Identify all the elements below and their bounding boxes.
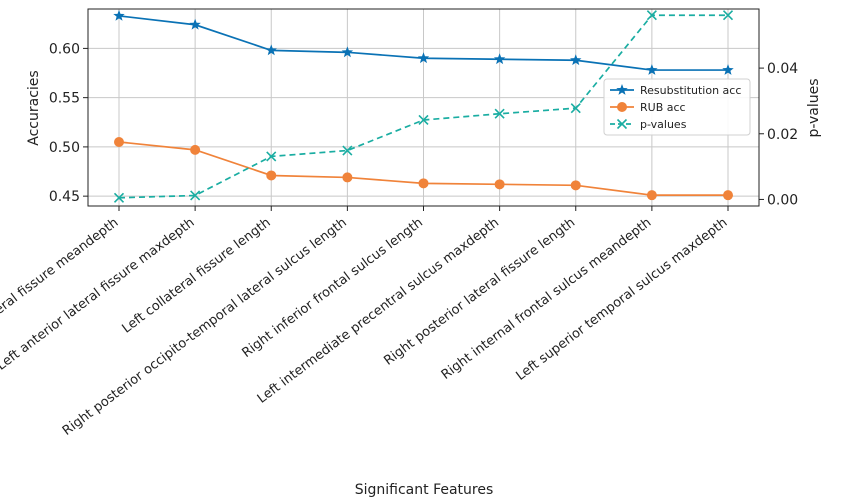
data-point: [190, 144, 201, 155]
y-axis-ticks: 0.45 0.50 0.55 0.60: [49, 41, 88, 205]
series-2: [113, 10, 734, 203]
data-point: [342, 145, 353, 156]
legend-marker: [617, 102, 627, 112]
y-tick-label: 0.55: [49, 91, 80, 107]
data-point: [417, 52, 430, 64]
legend-label: RUB acc: [640, 101, 686, 114]
data-point: [646, 10, 657, 21]
x-tick-label: Left collateral fissure length: [120, 215, 274, 336]
data-point: [418, 178, 429, 189]
data-point: [114, 136, 124, 147]
series-1: [114, 136, 733, 201]
data-point: [646, 190, 657, 201]
data-point: [494, 179, 505, 190]
data-point: [265, 44, 277, 56]
x-axis-ticks: Left anterior lateral fissure meandepthL…: [0, 206, 730, 439]
data-point: [113, 192, 125, 203]
legend: Resubstitution acc RUB acc p-values: [603, 78, 751, 136]
y2-axis-label: p-values: [806, 78, 822, 137]
x-tick-label: Right posterior occipito-temporal latera…: [60, 215, 350, 439]
series-0: [113, 9, 734, 75]
y2-tick-label: 0.04: [767, 61, 798, 77]
data-point: [723, 190, 733, 201]
y2-tick-label: 0.00: [767, 192, 798, 208]
data-point: [494, 108, 505, 119]
data-point: [266, 151, 277, 162]
legend-marker: [616, 84, 628, 95]
legend-box: [603, 78, 751, 136]
y-tick-label: 0.45: [49, 189, 80, 205]
data-point: [570, 54, 582, 66]
y2-tick-label: 0.02: [767, 127, 798, 143]
series-layer: [113, 9, 734, 203]
data-point: [190, 190, 201, 201]
data-point: [722, 64, 734, 75]
data-point: [341, 46, 354, 58]
y-tick-label: 0.50: [49, 140, 80, 156]
data-point: [646, 64, 658, 75]
legend-label: p-values: [640, 118, 687, 131]
data-point: [570, 180, 581, 191]
data-point: [493, 53, 506, 65]
legend-marker: [616, 118, 628, 130]
y-tick-label: 0.60: [49, 41, 80, 57]
legend-label: Resubstitution acc: [640, 84, 741, 97]
data-point: [189, 18, 201, 30]
y2-axis-ticks: 0.00 0.02 0.04: [759, 61, 798, 208]
data-point: [266, 170, 277, 181]
data-point: [722, 10, 734, 21]
x-axis-label: Significant Features: [355, 482, 494, 498]
data-point: [342, 172, 353, 183]
data-point: [113, 9, 125, 21]
data-point: [570, 103, 581, 114]
y-axis-label: Accuracies: [26, 70, 42, 145]
data-point: [418, 114, 429, 126]
